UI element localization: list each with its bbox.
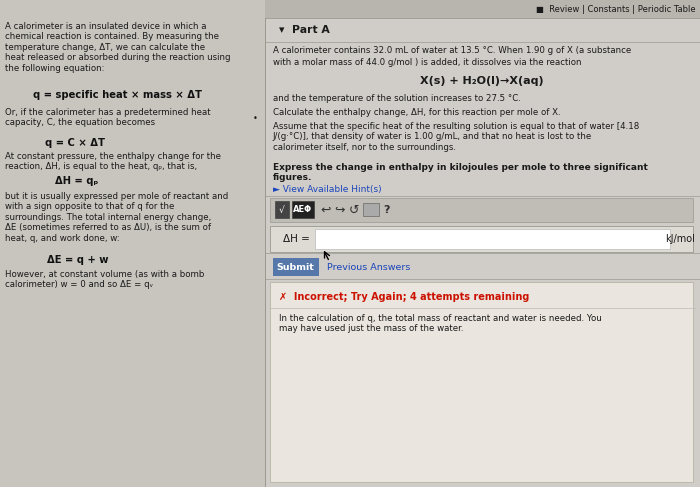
- Text: A calorimeter is an insulated device in which a
chemical reaction is contained. : A calorimeter is an insulated device in …: [5, 22, 230, 73]
- Text: ↺: ↺: [349, 204, 359, 217]
- Text: kJ/mol: kJ/mol: [665, 234, 695, 244]
- Text: ↩: ↩: [321, 204, 331, 217]
- Text: Previous Answers: Previous Answers: [327, 262, 410, 271]
- Bar: [292, 201, 314, 218]
- Bar: [265, 0, 700, 487]
- Bar: [314, 229, 670, 249]
- Text: Assume that the specific heat of the resulting solution is equal to that of wate: Assume that the specific heat of the res…: [272, 122, 639, 152]
- Text: ΔH =: ΔH =: [283, 234, 309, 244]
- Bar: [270, 198, 693, 222]
- Text: Express the change in enthalpy in kilojoules per mole to three significant
figur: Express the change in enthalpy in kilojo…: [272, 163, 648, 183]
- Text: ΔH = qₚ: ΔH = qₚ: [55, 176, 99, 186]
- Bar: [274, 201, 288, 218]
- Bar: [265, 0, 700, 18]
- Bar: [270, 282, 693, 482]
- Bar: [272, 258, 318, 276]
- Text: X(s) + H₂O(l)→X(aq): X(s) + H₂O(l)→X(aq): [421, 76, 544, 86]
- Text: In the calculation of q, the total mass of reactant and water is needed. You
may: In the calculation of q, the total mass …: [279, 314, 601, 334]
- Bar: [363, 203, 379, 216]
- Text: Submit: Submit: [276, 262, 314, 271]
- Text: At constant pressure, the enthalpy change for the
reaction, ΔH, is equal to the : At constant pressure, the enthalpy chang…: [5, 152, 221, 171]
- Text: ✗  Incorrect; Try Again; 4 attempts remaining: ✗ Incorrect; Try Again; 4 attempts remai…: [279, 292, 529, 302]
- Text: q = specific heat × mass × ΔT: q = specific heat × mass × ΔT: [33, 90, 202, 100]
- Text: •: •: [253, 114, 258, 123]
- Text: AEΦ: AEΦ: [293, 206, 312, 214]
- Text: Calculate the enthalpy change, ΔH, for this reaction per mole of X.: Calculate the enthalpy change, ΔH, for t…: [272, 108, 560, 117]
- Text: √: √: [279, 206, 284, 214]
- Text: q = C × ΔT: q = C × ΔT: [45, 138, 105, 148]
- Text: ► View Available Hint(s): ► View Available Hint(s): [272, 185, 382, 194]
- Text: Or, if the calorimeter has a predetermined heat
capacity, C, the equation become: Or, if the calorimeter has a predetermin…: [5, 108, 211, 128]
- Text: and the temperature of the solution increases to 27.5 °C.: and the temperature of the solution incr…: [272, 94, 521, 103]
- Text: ΔE = q + w: ΔE = q + w: [47, 255, 108, 265]
- Text: with a molar mass of 44.0 g/mol ) is added, it dissolves via the reaction: with a molar mass of 44.0 g/mol ) is add…: [272, 58, 581, 67]
- Bar: [270, 226, 693, 252]
- Text: ↪: ↪: [335, 204, 345, 217]
- Text: However, at constant volume (as with a bomb
calorimeter) w = 0 and so ΔE = qᵥ: However, at constant volume (as with a b…: [5, 270, 204, 289]
- Text: ▾  Part A: ▾ Part A: [279, 25, 330, 35]
- Text: ■  Review | Constants | Periodic Table: ■ Review | Constants | Periodic Table: [536, 4, 696, 14]
- Text: but it is usually expressed per mole of reactant and
with a sign opposite to tha: but it is usually expressed per mole of …: [5, 192, 228, 243]
- Text: ?: ?: [384, 205, 390, 215]
- Bar: [0, 0, 265, 487]
- Text: A calorimeter contains 32.0 mL of water at 13.5 °C. When 1.90 g of X (a substanc: A calorimeter contains 32.0 mL of water …: [272, 46, 631, 55]
